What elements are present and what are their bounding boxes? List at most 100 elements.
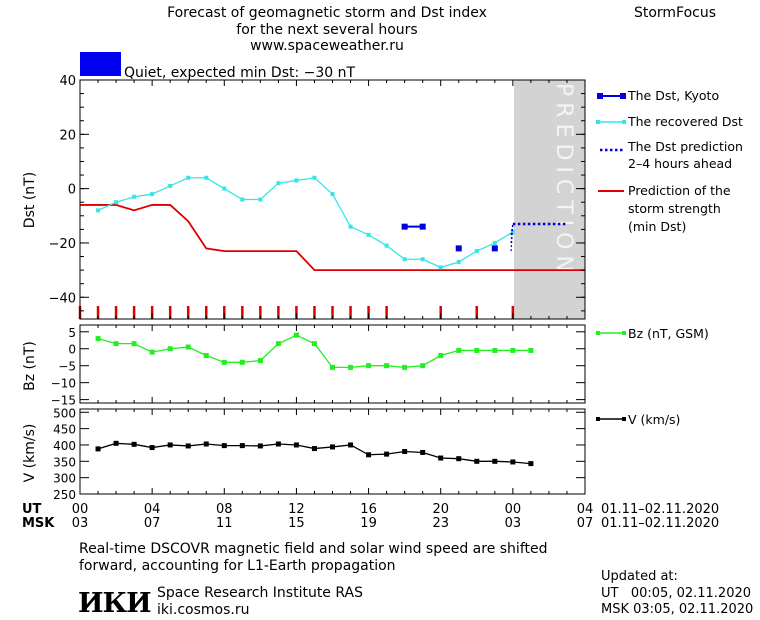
ut-tick-label: 00: [72, 502, 89, 517]
bz-point: [366, 363, 372, 369]
recovered-dst-line: [97, 177, 514, 269]
recovered-dst-point: [492, 240, 497, 245]
recovered-dst-point: [258, 197, 263, 202]
legend-item-recovered: The recovered Dst: [596, 114, 743, 129]
bz-ylabel: Bz (nT): [22, 341, 38, 391]
recovered-dst-point: [96, 208, 101, 213]
v-point: [384, 451, 390, 457]
bz-point: [528, 347, 534, 353]
status-swatch: [80, 52, 121, 76]
y-tick-label: −40: [49, 291, 76, 306]
dst-panel: PREDICTION 40 20 0 −20 −40 Dst (nT): [22, 74, 586, 320]
bz-point: [348, 364, 354, 370]
kyoto-dst-point: [419, 223, 426, 230]
y-tick-label: 450: [53, 423, 76, 437]
legend: The Dst, Kyoto The recovered Dst The Dst…: [596, 88, 743, 427]
legend-storm-line3: (min Dst): [628, 219, 686, 234]
recovered-dst-point: [402, 257, 407, 262]
brand-name: StormFocus: [634, 5, 716, 21]
bz-point: [275, 341, 281, 347]
v-point: [492, 458, 498, 464]
ut-tick-label: 16: [360, 502, 377, 517]
legend-item-storm: Prediction of the storm strength (min Ds…: [598, 183, 731, 234]
site-url: www.spaceweather.ru: [250, 38, 404, 54]
legend-item-kyoto: The Dst, Kyoto: [597, 88, 719, 103]
legend-prediction-line2: 2–4 hours ahead: [628, 156, 732, 171]
v-point: [95, 446, 101, 452]
v-point: [185, 443, 191, 449]
recovered-dst-point: [150, 192, 155, 197]
y-tick-label: 5: [68, 326, 76, 340]
v-point: [257, 443, 263, 449]
v-point: [113, 440, 119, 446]
status-text: Quiet, expected min Dst: −30 nT: [124, 65, 356, 81]
msk-tick-label: 03: [505, 516, 522, 531]
chart-title-line2: for the next several hours: [236, 22, 417, 38]
kyoto-dst-point: [455, 245, 462, 252]
v-point: [330, 444, 335, 450]
msk-tick-label: 11: [216, 516, 233, 531]
y-tick-label: −10: [51, 377, 76, 391]
bz-point: [474, 347, 480, 353]
bz-point: [131, 341, 137, 347]
recovered-dst-point: [510, 230, 515, 235]
y-tick-label: 0: [68, 343, 76, 357]
ut-tick-label: 08: [216, 502, 233, 517]
msk-tick-label: 19: [360, 516, 377, 531]
recovered-dst-point: [348, 224, 353, 229]
ut-tick-label: 20: [432, 502, 449, 517]
bz-point: [311, 341, 317, 347]
y-tick-label: 250: [53, 488, 76, 502]
updated-ut: UT 00:05, 02.11.2020: [601, 586, 751, 601]
legend-recovered-label: The recovered Dst: [627, 114, 743, 129]
y-tick-label: 20: [59, 128, 76, 143]
recovered-dst-point: [330, 192, 335, 197]
bz-point: [420, 363, 426, 369]
y-tick-label: −5: [58, 360, 76, 374]
bz-point: [221, 359, 227, 365]
bz-point: [492, 347, 498, 353]
v-point: [311, 446, 317, 452]
v-point: [402, 449, 408, 454]
recovered-dst-point: [204, 175, 209, 180]
legend-item-v: V (km/s): [596, 412, 680, 427]
updated-label: Updated at:: [601, 569, 678, 584]
y-tick-label: −15: [51, 394, 76, 408]
ut-tick-label: 12: [288, 502, 305, 517]
ut-tick-label: 04: [144, 502, 161, 517]
v-point: [510, 459, 516, 465]
recovered-dst-point: [384, 243, 389, 248]
legend-item-bz: Bz (nT, GSM): [596, 326, 709, 341]
legend-storm-line1: Prediction of the: [628, 183, 731, 198]
footer-note-line2: forward, accounting for L1-Earth propaga…: [79, 558, 396, 574]
v-y-axis: 500 450 400 350 300 250: [53, 406, 585, 502]
recovered-dst-point: [366, 232, 371, 237]
recovered-dst-point: [456, 259, 461, 264]
bz-point: [185, 344, 191, 350]
recovered-dst-point: [420, 257, 425, 262]
legend-v-label: V (km/s): [628, 412, 680, 427]
kyoto-dst-point: [401, 223, 408, 230]
bz-point: [456, 347, 462, 353]
recovered-dst-point: [222, 186, 227, 191]
prediction-fan-line: [510, 223, 514, 235]
bz-plot-area: [95, 332, 534, 370]
ut-date-range: 01.11–02.11.2020: [601, 502, 719, 517]
bz-point: [167, 346, 173, 352]
y-tick-label: −20: [49, 237, 76, 252]
bz-point: [330, 364, 335, 370]
v-ylabel: V (km/s): [22, 424, 38, 483]
bz-point: [402, 364, 408, 370]
v-point: [293, 442, 299, 448]
bz-point: [257, 358, 263, 364]
msk-tick-label: 23: [432, 516, 449, 531]
v-point: [366, 452, 372, 458]
dst-frame: [79, 79, 586, 320]
recovered-dst-point: [168, 183, 173, 188]
prediction-zone: [514, 80, 585, 319]
bz-frame: [79, 324, 586, 404]
bz-point: [239, 359, 245, 365]
v-point: [239, 443, 245, 449]
bz-point: [203, 353, 209, 359]
recovered-dst-point: [132, 194, 137, 199]
